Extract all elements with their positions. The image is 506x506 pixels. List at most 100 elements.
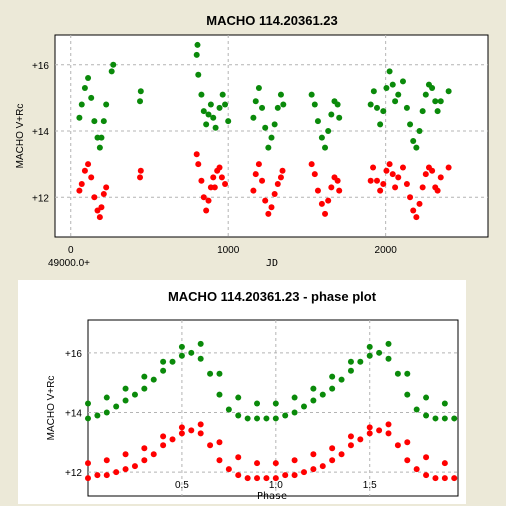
data-point bbox=[200, 108, 207, 115]
data-point bbox=[399, 78, 406, 85]
data-point bbox=[137, 98, 144, 105]
data-point bbox=[203, 207, 210, 214]
data-point bbox=[76, 187, 83, 194]
tick-labels: 0.5 1.0 1.5 +12 +14 +16 bbox=[65, 349, 377, 491]
data-point bbox=[78, 101, 85, 108]
data-point bbox=[205, 197, 212, 204]
data-point bbox=[366, 430, 373, 437]
data-point bbox=[291, 409, 298, 416]
data-point bbox=[113, 403, 120, 410]
data-points bbox=[85, 340, 458, 482]
data-point bbox=[314, 118, 321, 125]
data-point bbox=[205, 111, 212, 118]
y-axis-label: MACHO V+Rc bbox=[15, 104, 26, 169]
data-point bbox=[291, 394, 298, 401]
data-point bbox=[103, 394, 110, 401]
data-point bbox=[110, 61, 117, 68]
data-point bbox=[88, 174, 95, 181]
data-point bbox=[410, 207, 417, 214]
data-point bbox=[255, 161, 262, 168]
data-point bbox=[207, 370, 214, 377]
data-point bbox=[178, 343, 185, 350]
data-point bbox=[197, 355, 204, 362]
data-point bbox=[160, 367, 167, 374]
data-point bbox=[272, 460, 279, 467]
data-point bbox=[422, 91, 429, 98]
x-offset-label: 49000.0+ bbox=[48, 258, 90, 269]
data-point bbox=[203, 121, 210, 128]
data-point bbox=[336, 114, 343, 121]
phase-plot-chart: 0.5 1.0 1.5 +12 +14 +16 MACHO 114.20361.23 - … bbox=[46, 289, 459, 502]
data-point bbox=[85, 161, 92, 168]
data-point bbox=[376, 349, 383, 356]
data-point bbox=[334, 101, 341, 108]
data-point bbox=[252, 171, 259, 178]
lightcurve-chart: 0 1000 2000 +12 +14 +16 MACHO 114.20361.23 JD… bbox=[15, 13, 489, 269]
data-point bbox=[210, 174, 217, 181]
data-point bbox=[100, 190, 107, 197]
data-point bbox=[357, 358, 364, 365]
x-tick-label: 2000 bbox=[375, 245, 398, 256]
data-point bbox=[380, 181, 387, 188]
data-point bbox=[300, 469, 307, 476]
data-point bbox=[322, 144, 329, 151]
data-point bbox=[103, 409, 110, 416]
data-point bbox=[85, 415, 91, 422]
data-point bbox=[310, 397, 317, 404]
data-point bbox=[385, 340, 392, 347]
data-point bbox=[98, 204, 105, 211]
data-point bbox=[193, 51, 200, 58]
data-point bbox=[274, 181, 281, 188]
data-points bbox=[76, 41, 452, 221]
data-point bbox=[404, 370, 411, 377]
data-point bbox=[210, 114, 217, 121]
data-point bbox=[380, 108, 387, 115]
data-point bbox=[254, 415, 261, 422]
data-point bbox=[178, 352, 185, 359]
data-point bbox=[207, 442, 214, 449]
data-point bbox=[419, 184, 426, 191]
data-point bbox=[137, 174, 144, 181]
data-point bbox=[423, 394, 430, 401]
data-point bbox=[85, 475, 91, 482]
data-point bbox=[445, 88, 452, 95]
phase-plot-panel: 0.5 1.0 1.5 +12 +14 +16 MACHO 114.20361.23 - … bbox=[18, 280, 466, 504]
data-point bbox=[385, 421, 392, 428]
data-point bbox=[271, 190, 278, 197]
data-point bbox=[259, 177, 266, 184]
data-point bbox=[169, 436, 176, 443]
data-point bbox=[432, 98, 439, 105]
x-axis-label: Phase bbox=[257, 491, 287, 502]
data-point bbox=[178, 430, 185, 437]
data-point bbox=[194, 41, 201, 48]
data-point bbox=[310, 451, 317, 458]
data-point bbox=[403, 104, 410, 111]
data-point bbox=[85, 400, 91, 407]
data-point bbox=[169, 358, 176, 365]
data-point bbox=[160, 433, 167, 440]
data-point bbox=[216, 391, 223, 398]
data-point bbox=[225, 466, 232, 473]
data-point bbox=[272, 475, 279, 482]
data-point bbox=[419, 108, 426, 115]
data-point bbox=[329, 457, 336, 464]
data-point bbox=[432, 415, 439, 422]
data-point bbox=[329, 445, 336, 452]
data-point bbox=[410, 137, 417, 144]
data-point bbox=[434, 108, 441, 115]
data-point bbox=[325, 197, 332, 204]
chart-title: MACHO 114.20361.23 bbox=[206, 13, 338, 28]
data-point bbox=[197, 421, 204, 428]
data-point bbox=[250, 187, 257, 194]
data-point bbox=[328, 184, 335, 191]
data-point bbox=[429, 167, 436, 174]
data-point bbox=[103, 101, 110, 108]
data-point bbox=[413, 406, 420, 413]
data-point bbox=[160, 442, 167, 449]
data-point bbox=[416, 200, 423, 207]
data-point bbox=[282, 412, 289, 419]
data-point bbox=[216, 457, 223, 464]
x-tick-label: 1.5 bbox=[363, 480, 377, 491]
data-point bbox=[395, 91, 402, 98]
data-point bbox=[235, 394, 242, 401]
